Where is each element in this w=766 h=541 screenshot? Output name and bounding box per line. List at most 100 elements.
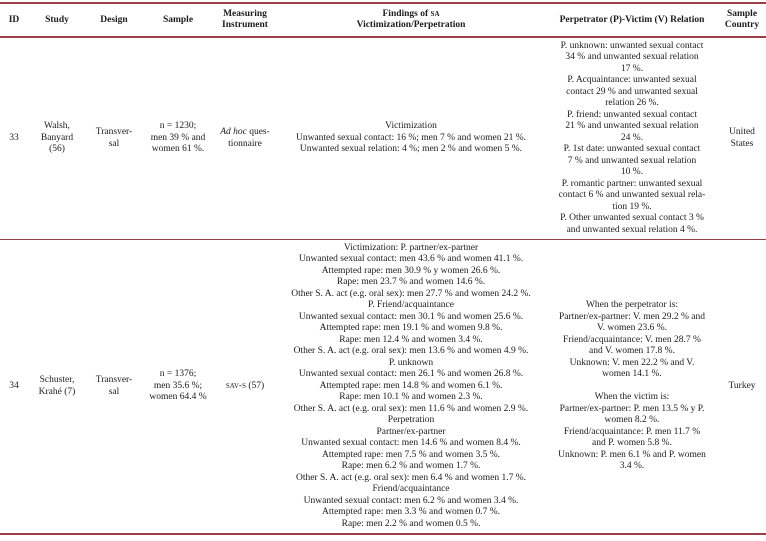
findings-line: Unwanted sexual contact: men 14.6 % and … xyxy=(301,438,521,449)
instrument-rest: ques- xyxy=(246,127,270,137)
study-name-line: Banyard xyxy=(40,132,74,143)
relation-line: Friend/acquaintance: P. men 11.7 % xyxy=(563,426,701,437)
relation-line: women 14.1 %. xyxy=(602,369,662,380)
header-label: Design xyxy=(100,14,128,25)
relation-line: P. romantic partner: unwanted sexual xyxy=(561,178,703,189)
relation-line: P. Other unwanted sexual contact 3 % xyxy=(560,213,704,224)
header-design: Design xyxy=(86,4,142,36)
findings-line: Perpetration xyxy=(387,415,435,426)
instrument-italic-name: Ad hoc xyxy=(220,127,247,137)
header-findings-sa-smallcaps: sa xyxy=(430,9,440,19)
country-line: United xyxy=(729,127,755,137)
findings-line: Victimization: P. partner/ex-partner xyxy=(343,242,479,253)
relation-line: P. 1st date: unwanted sexual contact xyxy=(563,144,701,155)
instrument-line: Ad hoc ques- xyxy=(220,127,270,139)
findings-line: Other S. A. act (e.g. oral sex): men 6.4… xyxy=(295,472,527,483)
relation-line: 21 % and unwanted sexual relation xyxy=(565,121,699,132)
header-findings-pre: Findings of xyxy=(382,9,431,19)
header-label-line: Country xyxy=(724,20,760,30)
relation-line: and unwanted sexual relation 4 %. xyxy=(566,224,698,235)
cell-id: 34 xyxy=(0,240,28,533)
study-id: 34 xyxy=(9,380,19,391)
relation-line: P. Acquaintance: unwanted sexual xyxy=(567,75,697,86)
cell-findings: Victimization Unwanted sexual contact: 16… xyxy=(276,38,546,239)
findings-line: Rape: men 6.2 % and women 1.7 %. xyxy=(341,461,481,472)
sample-line: women 64.4 % xyxy=(149,392,207,403)
sample-line: men 35.6 %; xyxy=(153,380,203,391)
cell-design: Transver-sal xyxy=(86,240,142,533)
header-label-line: Measuring xyxy=(223,9,267,19)
header-label: Sample xyxy=(162,14,194,25)
findings-line: Unwanted sexual contact: men 26.1 % and … xyxy=(298,369,524,380)
sample-line: women 61 %. xyxy=(151,144,205,155)
instrument-line: tionnaire xyxy=(228,138,262,149)
findings-line: Rape: men 12.4 % and women 3.4 %. xyxy=(339,334,483,345)
relation-line: 7 % and unwanted sexual relation xyxy=(567,155,697,166)
findings-line: Other S. A. act (e.g. oral sex): men 13.… xyxy=(293,346,529,357)
country-line: Turkey xyxy=(728,380,756,391)
table-row-study-33: 33 Walsh, Banyard (56) Transver-sal n = 12… xyxy=(0,38,766,240)
header-label-line: Findings of sa xyxy=(383,9,440,20)
cell-sample: n = 1230; men 39 % and women 61 %. xyxy=(142,38,214,239)
findings-line: Rape: men 2.2 % and women 0.5 %. xyxy=(341,518,481,529)
country-line: States xyxy=(730,138,754,149)
relation-line: V. women 23.6 %. xyxy=(596,323,668,334)
findings-line: Unwanted sexual contact: men 43.6 % and … xyxy=(298,254,524,265)
relation-line: tion 19 %. xyxy=(612,201,652,212)
findings-line: Other S. A. act (e.g. oral sex): men 27.… xyxy=(291,288,531,299)
relation-line: 10 %. xyxy=(620,167,644,178)
findings-line: P. unknown xyxy=(388,357,434,368)
instrument-smallcaps-name: sav-s (57) xyxy=(225,380,265,391)
findings-line: Victimization xyxy=(385,121,437,132)
sample-line: men 39 % and xyxy=(150,132,206,143)
relation-line: P. unknown: unwanted sexual contact xyxy=(560,40,704,51)
cell-findings: Victimization: P. partner/ex-partner Unwa… xyxy=(276,240,546,533)
findings-line: Unwanted sexual contact: 16 %; men 7 % a… xyxy=(295,132,527,143)
relation-line: Partner/ex-partner: P. men 13.5 % y P. xyxy=(559,403,705,414)
cell-perpetrator-victim-relation: When the perpetrator is: Partner/ex-partn… xyxy=(546,240,718,533)
study-name-line: (56) xyxy=(49,144,65,155)
relation-line: 34 % and unwanted sexual relation xyxy=(565,52,699,63)
table-row-study-34: 34 Schuster, Krahé (7) Transver-sal n = 1… xyxy=(0,240,766,533)
header-study: Study xyxy=(28,4,86,36)
table-header-row: ID Study Design Sample Measuring Instrume… xyxy=(0,4,766,38)
findings-line: Unwanted sexual contact: men 30.1 % and … xyxy=(298,311,524,322)
findings-line: Attempted rape: men 14.8 % and women 6.1… xyxy=(319,380,503,391)
relation-line: 3.4 %. xyxy=(619,461,645,472)
cell-study: Schuster, Krahé (7) xyxy=(28,240,86,533)
header-perpetrator-victim-relation: Perpetrator (P)-Victim (V) Relation xyxy=(546,4,718,36)
cell-sample: n = 1376; men 35.6 %; women 64.4 % xyxy=(142,240,214,533)
study-name-line: Walsh, xyxy=(44,121,70,132)
cell-id: 33 xyxy=(0,38,28,239)
relation-line: Partner/ex-partner: V. men 29.2 % and xyxy=(558,311,706,322)
cell-study: Walsh, Banyard (56) xyxy=(28,38,86,239)
relation-line: 24 %. xyxy=(620,132,644,143)
relation-line: contact 29 % and unwanted sexual xyxy=(566,86,698,97)
header-label: ID xyxy=(8,14,20,25)
sample-line: n = 1376; xyxy=(159,369,197,380)
findings-line: Other S. A. act (e.g. oral sex): men 11.… xyxy=(293,403,529,414)
design-line: sal xyxy=(108,386,120,397)
cell-measuring-instrument: Ad hoc ques- tionnaire xyxy=(214,38,276,239)
findings-line: Unwanted sexual contact: men 6.2 % and w… xyxy=(303,495,519,506)
relation-line: Unknown: P. men 6.1 % and P. women xyxy=(558,449,706,460)
findings-line: Rape: men 10.1 % and women 2.3 %. xyxy=(339,392,483,403)
relation-line: relation 26 %. xyxy=(605,98,659,109)
header-label-line: Instrument xyxy=(222,20,268,30)
header-label: Perpetrator (P)-Victim (V) Relation xyxy=(559,14,705,25)
design-line: sal xyxy=(108,138,120,149)
sample-line: n = 1230; xyxy=(159,121,197,132)
study-name-line: Schuster, xyxy=(39,375,75,385)
relation-line: P. friend: unwanted sexual contact xyxy=(566,109,698,120)
header-label-line: Sample xyxy=(726,9,758,19)
findings-line: Rape: men 23.7 % and women 14.6 %. xyxy=(336,277,486,288)
relation-line: women 8.2 %. xyxy=(604,415,660,426)
header-sample-country: Sample Country xyxy=(718,4,766,36)
findings-line: P. Friend/acquaintance xyxy=(367,300,454,311)
cell-design: Transver-sal xyxy=(86,38,142,239)
findings-line: Unwanted sexual relation: 4 %; men 2 % a… xyxy=(299,144,523,155)
relation-line: and P. women 5.8 %. xyxy=(592,438,672,449)
header-label-line: Victimization/Perpetration xyxy=(356,20,466,30)
relation-line: When the victim is: xyxy=(594,392,670,403)
